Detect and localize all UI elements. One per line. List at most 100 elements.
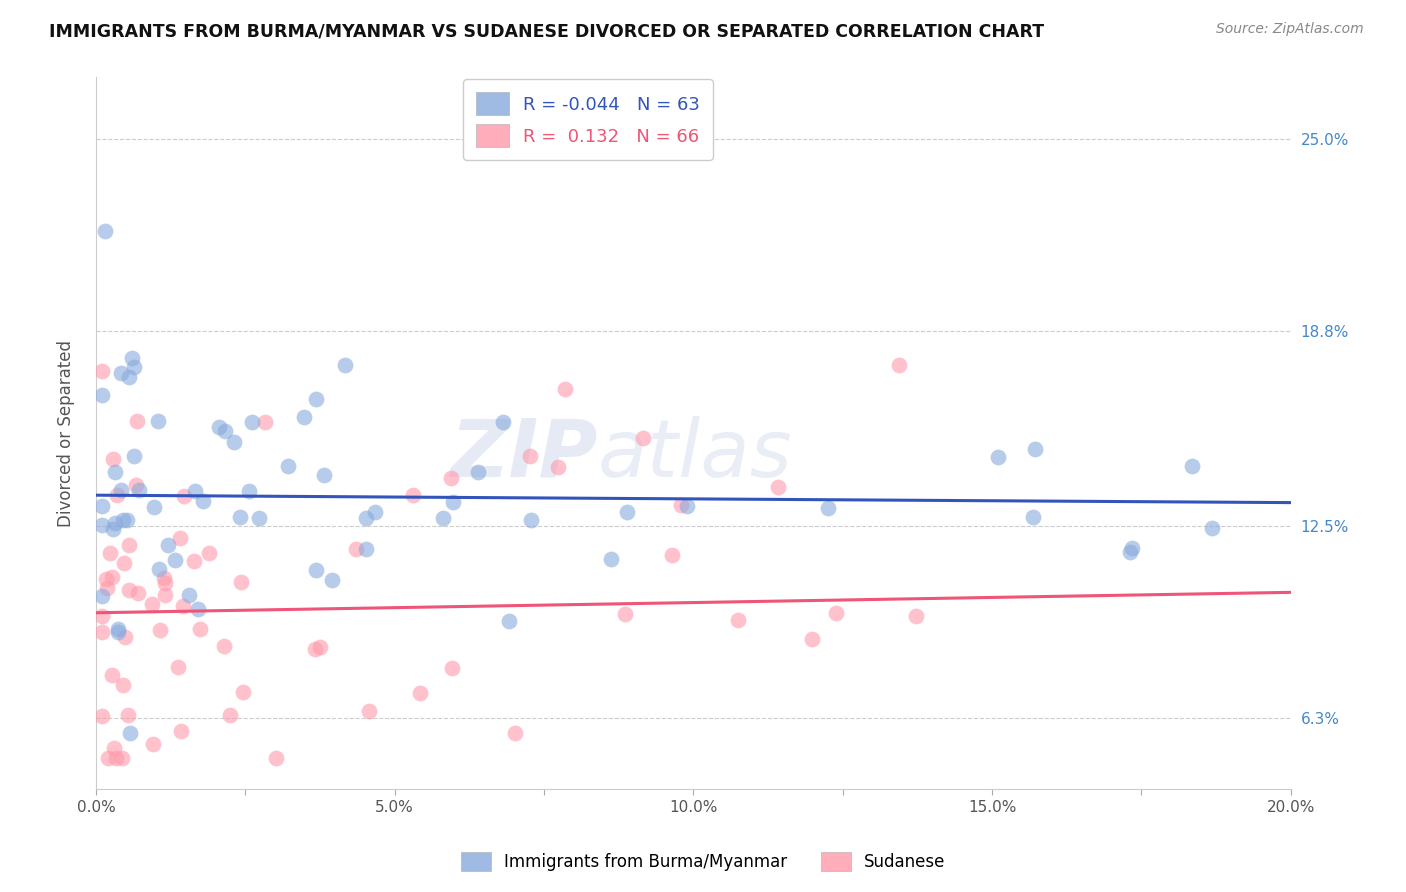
Point <box>127 586 149 600</box>
Point <box>440 471 463 485</box>
Point <box>402 488 425 502</box>
Point <box>105 488 128 502</box>
Point <box>96 581 118 595</box>
Point <box>614 607 637 622</box>
Point <box>118 370 141 384</box>
Point <box>801 632 824 646</box>
Point <box>254 415 277 429</box>
Point <box>675 499 697 513</box>
Point <box>308 640 330 655</box>
Point <box>631 431 654 445</box>
Point <box>157 538 180 552</box>
Point <box>170 724 193 739</box>
Point <box>112 678 135 692</box>
Point <box>97 751 120 765</box>
Point <box>152 571 174 585</box>
Point <box>122 359 145 374</box>
Point <box>148 561 170 575</box>
Point <box>146 415 169 429</box>
Point <box>155 588 177 602</box>
Point <box>354 541 377 556</box>
Point <box>91 499 114 513</box>
Point <box>163 553 186 567</box>
Point <box>122 449 145 463</box>
Y-axis label: Divorced or Separated: Divorced or Separated <box>58 340 75 527</box>
Point <box>321 573 343 587</box>
Point <box>173 489 195 503</box>
Point <box>441 494 464 508</box>
Point <box>766 480 789 494</box>
Point <box>519 449 541 463</box>
Point <box>107 625 129 640</box>
Point <box>110 483 132 498</box>
Point <box>118 583 141 598</box>
Point <box>125 477 148 491</box>
Point <box>91 709 114 723</box>
Point <box>600 551 623 566</box>
Point <box>1024 442 1046 457</box>
Point <box>91 388 114 402</box>
Point <box>214 425 236 439</box>
Point <box>238 483 260 498</box>
Point <box>128 483 150 498</box>
Point <box>661 548 683 562</box>
Point <box>364 505 387 519</box>
Point <box>498 614 520 628</box>
Point <box>103 740 125 755</box>
Point <box>409 686 432 700</box>
Point <box>1121 541 1143 555</box>
Point <box>335 358 357 372</box>
Point <box>304 642 326 657</box>
Point <box>231 574 253 589</box>
Point <box>101 668 124 682</box>
Point <box>824 606 846 620</box>
Point <box>169 532 191 546</box>
Point <box>344 542 367 557</box>
Point <box>503 725 526 739</box>
Point <box>121 351 143 366</box>
Point <box>101 452 124 467</box>
Point <box>520 513 543 527</box>
Point <box>111 513 134 527</box>
Text: Source: ZipAtlas.com: Source: ZipAtlas.com <box>1216 22 1364 37</box>
Point <box>166 660 188 674</box>
Point <box>107 622 129 636</box>
Point <box>987 450 1010 465</box>
Point <box>905 609 928 624</box>
Point <box>264 751 287 765</box>
Legend: R = -0.044   N = 63, R =  0.132   N = 66: R = -0.044 N = 63, R = 0.132 N = 66 <box>464 79 713 160</box>
Point <box>1201 521 1223 535</box>
Point <box>149 624 172 638</box>
Point <box>222 435 245 450</box>
Point <box>219 707 242 722</box>
Point <box>277 458 299 473</box>
Point <box>354 511 377 525</box>
Point <box>112 556 135 570</box>
Point <box>229 509 252 524</box>
Point <box>172 599 194 614</box>
Point <box>91 589 114 603</box>
Point <box>111 751 134 765</box>
Point <box>183 554 205 568</box>
Point <box>817 500 839 515</box>
Point <box>198 546 221 560</box>
Point <box>190 623 212 637</box>
Point <box>114 630 136 644</box>
Point <box>305 392 328 406</box>
Point <box>117 538 139 552</box>
Point <box>1180 458 1202 473</box>
Text: IMMIGRANTS FROM BURMA/MYANMAR VS SUDANESE DIVORCED OR SEPARATED CORRELATION CHAR: IMMIGRANTS FROM BURMA/MYANMAR VS SUDANES… <box>49 22 1045 40</box>
Point <box>98 545 121 559</box>
Point <box>153 576 176 591</box>
Point <box>142 500 165 514</box>
Point <box>101 522 124 536</box>
Point <box>240 415 263 429</box>
Point <box>179 588 201 602</box>
Point <box>1022 510 1045 524</box>
Point <box>247 510 270 524</box>
Point <box>312 468 335 483</box>
Point <box>440 660 463 674</box>
Point <box>96 572 118 586</box>
Point <box>232 685 254 699</box>
Point <box>125 414 148 428</box>
